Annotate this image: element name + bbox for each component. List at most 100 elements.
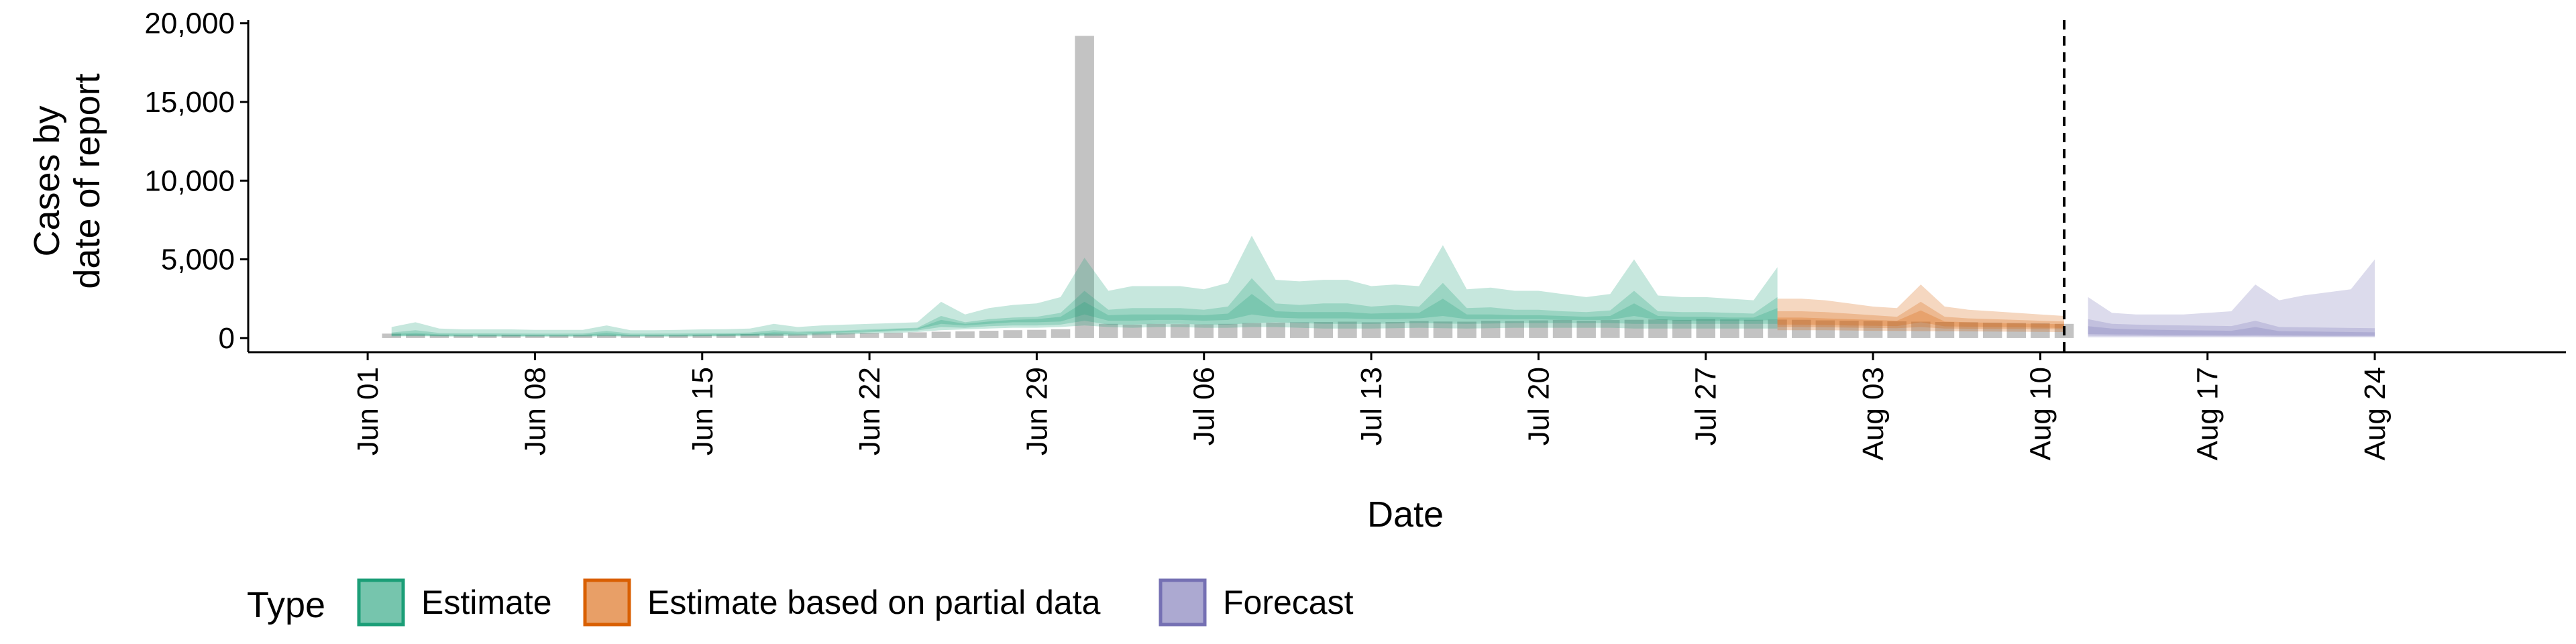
y-axis-title-line-2: date of report (67, 73, 107, 288)
x-tick-label: Jun 15 (686, 367, 719, 455)
x-tick-label: Jun 22 (853, 367, 886, 455)
y-axis-title: Cases by date of report (27, 73, 107, 288)
observed-cases-bar (2031, 323, 2050, 338)
y-tick-label: 10,000 (144, 164, 235, 197)
observed-cases-bar (740, 334, 760, 338)
observed-cases-bar (1242, 323, 1262, 338)
observed-cases-bar (429, 335, 449, 338)
x-tick-label: Aug 24 (2359, 367, 2392, 460)
observed-cases-bar (1815, 320, 1835, 338)
observed-cases-bar (1672, 319, 1692, 338)
observed-cases-bar (549, 335, 569, 338)
x-tick-label: Jun 29 (1020, 367, 1053, 455)
series-1-band-1 (391, 235, 1778, 337)
observed-cases-bar (1027, 329, 1046, 338)
observed-cases-bar (1601, 320, 1620, 338)
observed-cases-bar (1290, 322, 1309, 338)
legend-label-1: Estimate (421, 584, 552, 621)
observed-cases-bar (406, 334, 425, 338)
observed-cases-bar (1696, 319, 1715, 338)
observed-cases-bar (1863, 321, 1883, 338)
observed-cases-bar (812, 333, 832, 338)
observed-cases-bar (1122, 324, 1142, 338)
observed-cases-bar (883, 332, 903, 338)
legend-key-2 (583, 578, 631, 627)
x-tick-label: Aug 03 (1857, 367, 1890, 460)
series-1-band-2 (391, 278, 1778, 337)
observed-cases-bar (1935, 322, 1955, 338)
observed-cases-bar (764, 333, 784, 338)
observed-cases-bar (1552, 319, 1572, 338)
y-tick-label: 0 (219, 322, 235, 355)
observed-cases-bar (382, 333, 401, 338)
observed-cases-bar (453, 335, 473, 338)
x-tick-label: Aug 17 (2192, 367, 2224, 460)
x-tick-label: Aug 10 (2024, 367, 2057, 460)
observed-cases-bar (1839, 321, 1859, 338)
y-tick-label: 15,000 (144, 86, 235, 119)
observed-cases-bar (1385, 322, 1405, 338)
observed-cases-bar (1768, 319, 1787, 338)
series-2-band-2 (1777, 301, 2064, 329)
observed-cases-bar (1218, 323, 1238, 338)
x-tick-label: Jul 20 (1522, 367, 1555, 445)
observed-cases-bar (1003, 330, 1022, 338)
observed-cases-bar (1075, 36, 1094, 338)
observed-cases-bar (668, 335, 688, 338)
observed-cases-bar (1457, 321, 1477, 338)
observed-cases-bar (1743, 319, 1764, 338)
legend-key-3 (1159, 578, 1207, 627)
series-2-band-3 (1777, 310, 2064, 328)
observed-cases-bar (1481, 321, 1501, 338)
axes: 0 5,000 10,000 15,000 20,000 Jun 01 Jun 08 Jun … (144, 7, 2566, 460)
x-axis-title: Date (1367, 494, 1444, 535)
observed-cases-bar (1576, 321, 1596, 338)
observed-cases-bar (1170, 324, 1190, 338)
observed-cases-bar (477, 335, 497, 338)
observed-cases-bar (1911, 321, 1931, 338)
x-tick-label: Jul 27 (1690, 367, 1723, 445)
observed-cases-bar (1624, 319, 1644, 338)
observed-cases-bar (1051, 329, 1071, 338)
observed-cases-bar (979, 331, 999, 338)
observed-cases-bar (859, 333, 879, 338)
observed-cases-bar (1648, 319, 1668, 338)
observed-cases-bar (716, 334, 736, 338)
y-tick-label: 20,000 (144, 7, 235, 40)
observed-cases-bar (1146, 323, 1166, 338)
observed-cases-bar (1982, 322, 2002, 338)
observed-cases-bar (621, 335, 641, 338)
observed-cases-bar (1361, 322, 1381, 338)
series-1-band-3 (391, 294, 1778, 336)
y-tick-label: 5,000 (161, 244, 235, 276)
observed-cases-bar (1266, 322, 1285, 338)
observed-cases-bar (931, 331, 951, 338)
legend: Type Estimate Estimate based on partial d… (247, 578, 1354, 627)
x-tick-label: Jul 06 (1188, 367, 1221, 445)
x-tick-label: Jul 13 (1355, 367, 1388, 445)
observed-cases-bar (692, 335, 712, 338)
observed-cases-bar (1792, 319, 1811, 338)
series-3-band-1 (2088, 259, 2375, 337)
observed-cases-bar (597, 335, 616, 338)
series-3-band-2 (2088, 319, 2375, 337)
observed-cases-bar (1887, 321, 1907, 338)
observed-cases-bar (573, 335, 592, 338)
y-axis-title-line-1: Cases by (27, 105, 67, 256)
observed-cases-bar (1409, 321, 1429, 338)
observed-cases-bar (955, 331, 975, 338)
observed-cases-bar (501, 335, 521, 338)
observed-cases-bar (1338, 321, 1357, 338)
observed-cases-bar (1194, 324, 1214, 338)
legend-label-2: Estimate based on partial data (647, 584, 1101, 621)
plot-area (382, 20, 2375, 352)
observed-cases-bar (1959, 322, 1978, 338)
observed-cases-bar (2006, 323, 2026, 338)
legend-label-3: Forecast (1223, 584, 1354, 621)
observed-cases-bar (1720, 319, 1739, 338)
observed-cases-bar (1099, 323, 1118, 338)
observed-cases-bar (1433, 321, 1453, 338)
observed-cases-bar (1313, 322, 1334, 338)
x-tick-label: Jun 08 (519, 367, 551, 455)
series-3-band-3 (2088, 326, 2375, 336)
